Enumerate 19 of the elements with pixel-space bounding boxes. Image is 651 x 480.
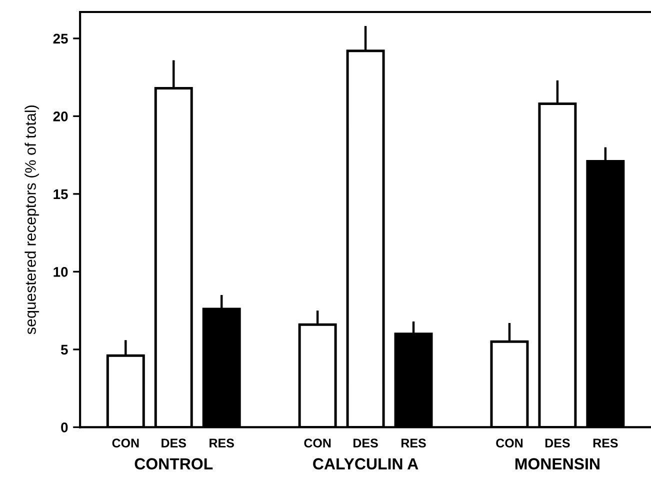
y-tick-label: 10 <box>54 267 68 277</box>
y-tick-label: 20 <box>53 112 68 122</box>
x-tick-label: RES <box>402 438 426 448</box>
x-tick-label: CON <box>112 438 139 448</box>
y-tick-label: 0 <box>61 422 68 432</box>
text: CONTROL <box>134 458 213 470</box>
x-tick-label: DES <box>545 438 570 448</box>
y-tick-label: 15 <box>54 189 68 200</box>
text: CALYCULIN A <box>313 458 418 470</box>
x-tick-label: RES <box>593 438 618 448</box>
x-tick-label: CON <box>496 438 523 448</box>
y-tick-label: 5 <box>60 344 68 355</box>
text: MONENSIN <box>515 458 600 470</box>
y-axis-title: sequestered receptors (% of total) <box>24 105 39 334</box>
y-tick-label: 25 <box>53 34 68 44</box>
x-tick-label: RES <box>210 438 234 448</box>
x-tick-label: DES <box>354 438 378 448</box>
x-tick-label: CON <box>304 438 331 448</box>
x-tick-label: DES <box>162 438 186 448</box>
